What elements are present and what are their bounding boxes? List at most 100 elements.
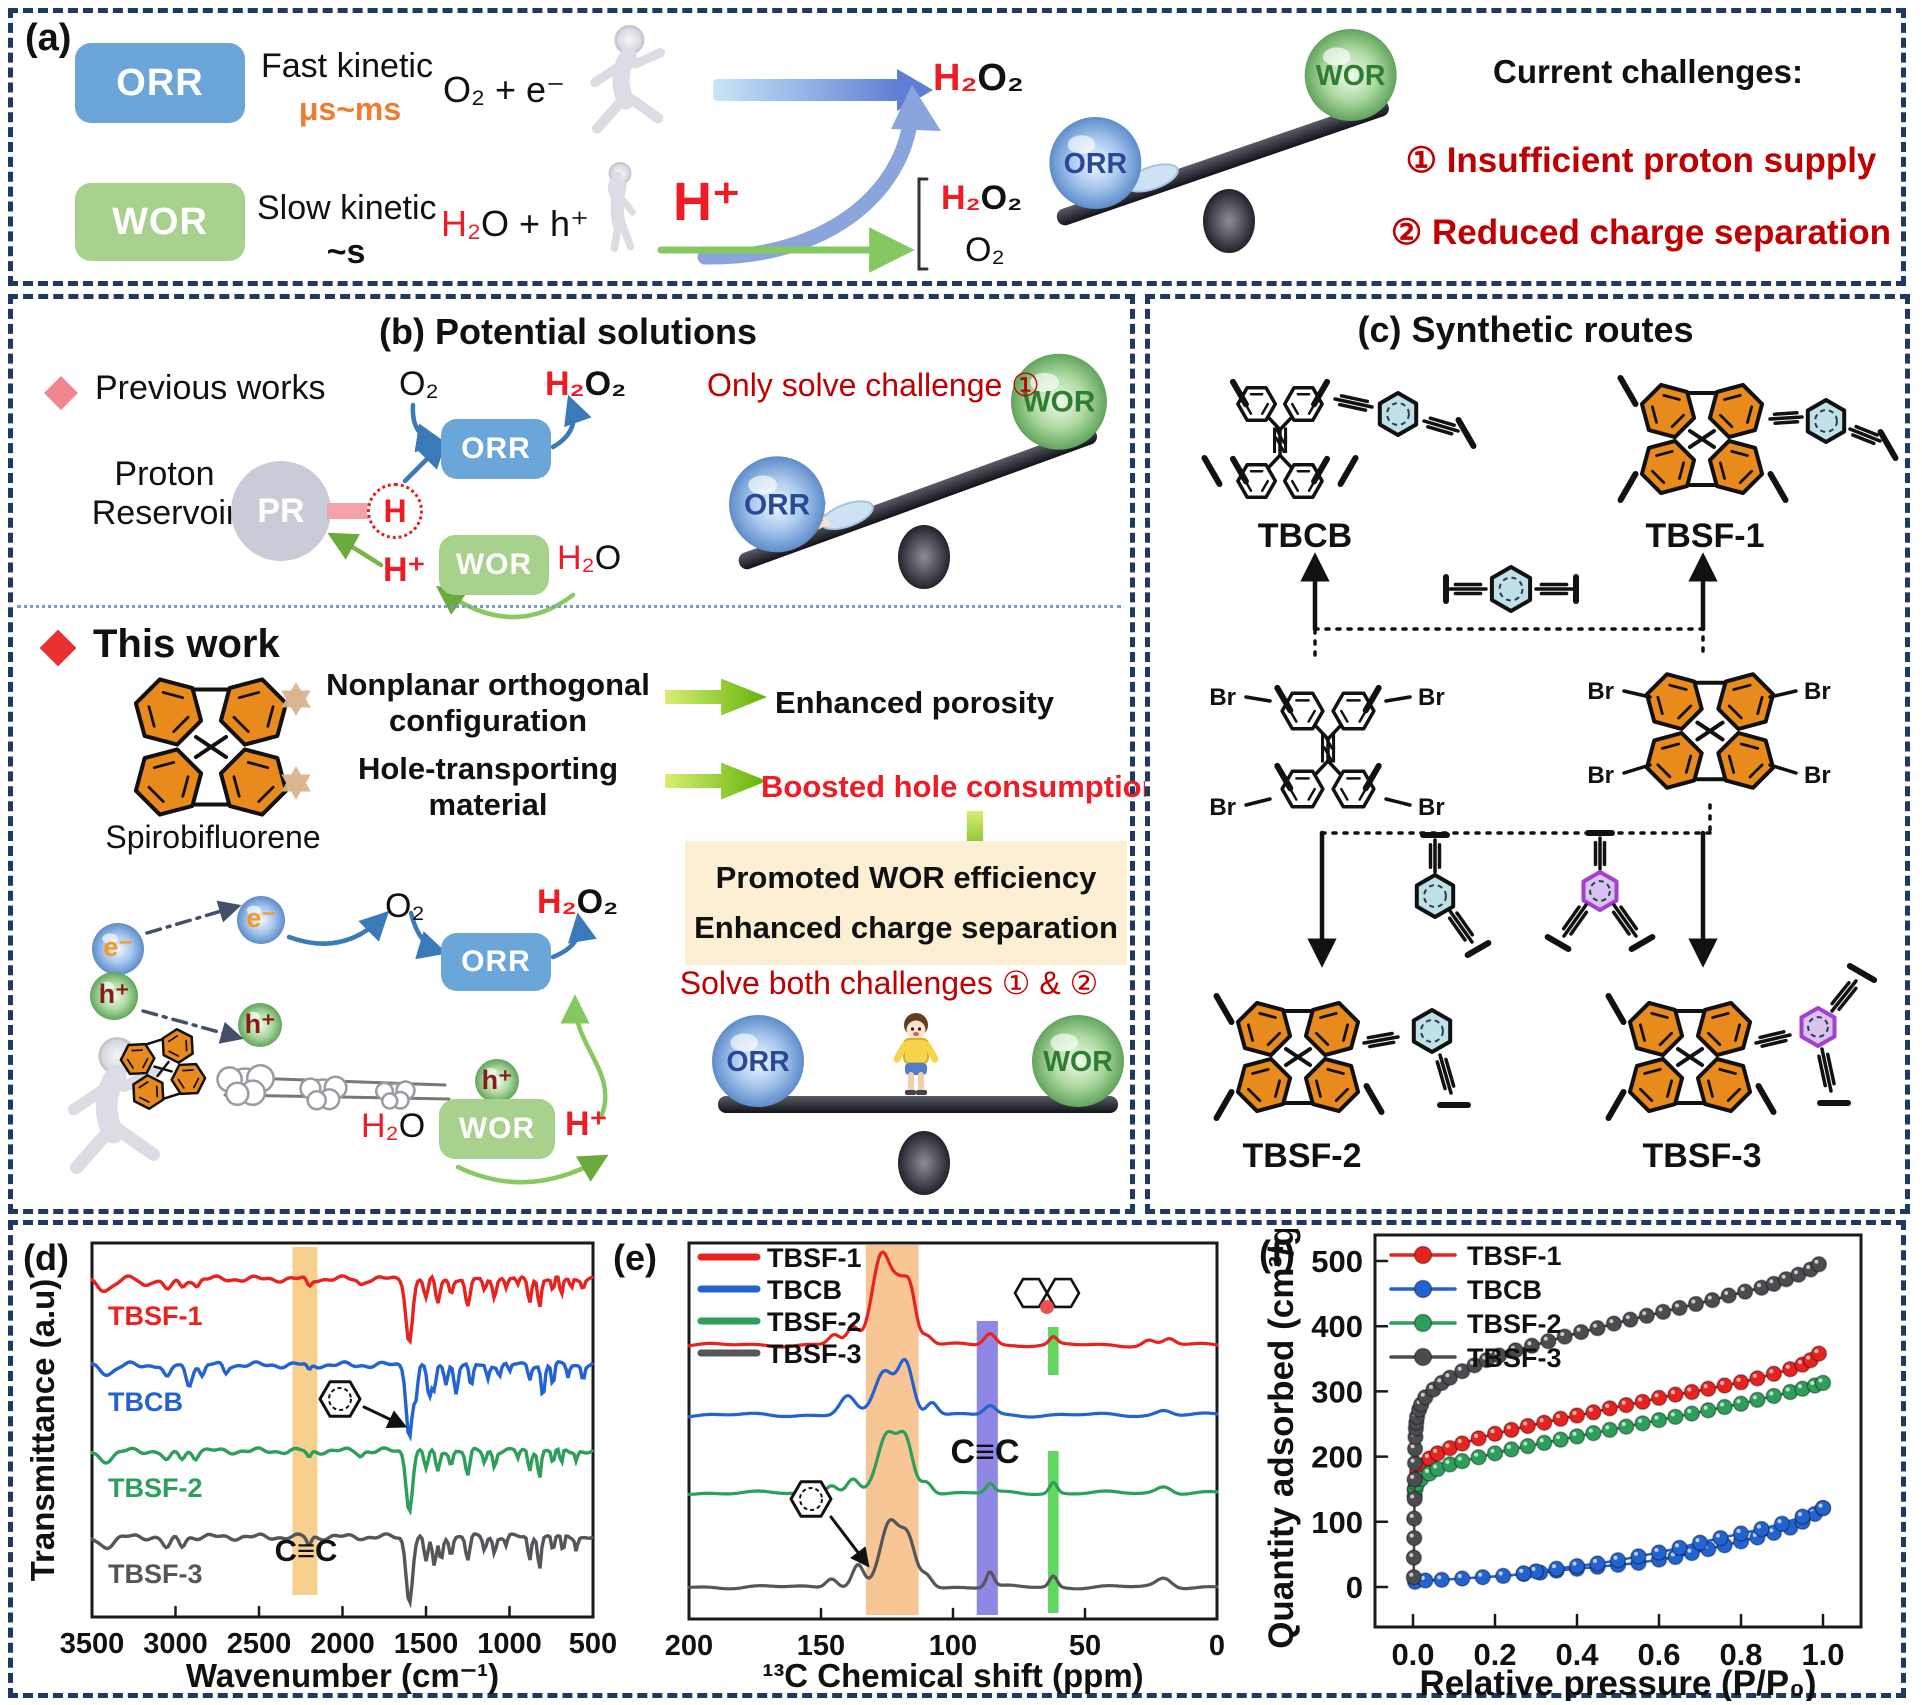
svg-text:TBCB: TBCB: [108, 1387, 183, 1417]
orr-badge-this: ORR: [441, 933, 551, 991]
svg-text:TBSF-2: TBSF-2: [108, 1473, 203, 1503]
hole-ball-label-2: h⁺: [244, 1009, 276, 1039]
svg-text:500: 500: [1311, 1244, 1363, 1279]
proton-label-big: H⁺: [673, 172, 741, 232]
svg-text:C≡C: C≡C: [951, 1433, 1020, 1471]
tbcb-label: TBCB: [1257, 517, 1353, 555]
spirobifluorene-label: Spirobifluorene: [105, 819, 321, 855]
svg-text:Br: Br: [1209, 684, 1236, 711]
orr-reaction: O₂ + e⁻: [443, 69, 566, 110]
solve-both-label: Solve both challenges ① & ②: [679, 965, 1099, 1001]
proton-line2: Reservoir: [91, 494, 238, 532]
svg-text:WOR: WOR: [1316, 60, 1386, 92]
hole-ball-label: h⁺: [98, 979, 130, 1009]
pr-h-bond: [327, 503, 371, 519]
h2o-label-2: H₂O: [361, 1107, 426, 1145]
electron-ball-label: e⁻: [103, 932, 133, 962]
orr-badge-prev: ORR: [441, 419, 551, 479]
section-divider: [17, 605, 1121, 608]
svg-text:Br: Br: [1587, 762, 1614, 789]
svg-text:Br: Br: [1587, 678, 1614, 705]
h2o2-label: H₂O₂: [545, 365, 627, 403]
svg-text:500: 500: [569, 1628, 617, 1660]
stored-proton-node: H: [367, 483, 423, 539]
result-line2: Enhanced charge separation: [694, 910, 1118, 945]
panel-d-tag: (d): [23, 1237, 69, 1278]
svg-text:Relative pressure (P/P₀): Relative pressure (P/P₀): [1419, 1664, 1816, 1701]
svg-text:TBSF-2: TBSF-2: [767, 1307, 862, 1337]
svg-text:TBSF-3: TBSF-3: [108, 1559, 203, 1589]
svg-text:C≡C: C≡C: [275, 1533, 338, 1568]
panel-b-title: (b) Potential solutions: [379, 311, 757, 352]
panel-f-tag: (f): [1259, 1233, 1295, 1274]
wor-badge-this: WOR: [439, 1099, 555, 1159]
hplus-label-2: H⁺: [565, 1105, 608, 1143]
result-line1: Promoted WOR efficiency: [715, 860, 1097, 895]
svg-text:100: 100: [1311, 1505, 1363, 1540]
svg-text:Br: Br: [1209, 794, 1236, 821]
only-solve-label: Only solve challenge ①: [707, 367, 1040, 403]
h2o-prev: H₂O: [557, 539, 622, 577]
nmr-chart: 200 150 100 50 0 ¹³C Chemical shift (ppm) TBSF…: [665, 1241, 1225, 1694]
enhanced-porosity-label: Enhanced porosity: [775, 685, 1055, 720]
svg-text:3000: 3000: [143, 1628, 208, 1660]
wor-reaction: H₂O + h⁺: [441, 203, 590, 244]
svg-text:Br: Br: [1804, 762, 1831, 789]
feature-2: Hole-transporting material: [313, 751, 663, 823]
challenges-title: Current challenges:: [1493, 53, 1803, 90]
panel-e-tag: (e): [613, 1237, 657, 1278]
svg-text:WOR: WOR: [1023, 386, 1096, 419]
svg-text:WOR: WOR: [1043, 1046, 1113, 1078]
svg-text:TBSF-3: TBSF-3: [767, 1339, 862, 1369]
svg-text:200: 200: [665, 1630, 713, 1662]
svg-text:TBSF-1: TBSF-1: [767, 1243, 862, 1273]
svg-text:¹³C Chemical shift (ppm): ¹³C Chemical shift (ppm): [762, 1657, 1143, 1694]
feature1-line2: configuration: [388, 703, 588, 738]
svg-text:200: 200: [1311, 1440, 1363, 1475]
orr-badge: ORR: [75, 43, 245, 123]
h2o2-label-2: H₂O₂: [537, 883, 619, 921]
tbsf1-label: TBSF-1: [1645, 517, 1765, 555]
svg-text:0.0: 0.0: [1391, 1637, 1434, 1672]
svg-text:ORR: ORR: [744, 488, 810, 521]
this-work-label: This work: [93, 622, 280, 666]
svg-text:ORR: ORR: [1064, 148, 1128, 180]
panel-c-structures: NNNNBrBrBrBrBrBrBrBr: [1201, 375, 1899, 1121]
slow-kinetic-label: Slow kinetic: [257, 189, 437, 227]
svg-text:300: 300: [1311, 1374, 1363, 1409]
boosted-label: Boosted hole consumption: [761, 769, 1161, 804]
o2-bracket: O₂: [965, 231, 1005, 269]
proton-line1: Proton: [114, 455, 215, 493]
proton-reservoir-label: Proton Reservoir: [57, 455, 272, 533]
h2o2-bracket: H₂O₂: [941, 179, 1023, 217]
svg-text:Quantity adsorbed (cm³/g): Quantity adsorbed (cm³/g): [1263, 1229, 1301, 1649]
result-box: Promoted WOR efficiency Enhanced charge …: [685, 841, 1127, 965]
fast-time-label: μs~ms: [298, 91, 402, 127]
svg-text:3500: 3500: [60, 1628, 125, 1660]
svg-text:ORR: ORR: [726, 1046, 790, 1078]
svg-text:Wavenumber (cm⁻¹): Wavenumber (cm⁻¹): [186, 1657, 499, 1694]
proton-reservoir-node: PR: [231, 461, 331, 561]
feature1-line1: Nonplanar orthogonal: [326, 667, 650, 702]
tbsf3-label: TBSF-3: [1642, 1137, 1762, 1175]
svg-text:TBSF-3: TBSF-3: [1467, 1343, 1562, 1373]
svg-text:Br: Br: [1418, 684, 1445, 711]
challenge-2: ② Reduced charge separation: [1390, 213, 1892, 252]
svg-text:TBCB: TBCB: [767, 1275, 842, 1305]
svg-text:TBSF-2: TBSF-2: [1467, 1309, 1562, 1339]
feature2-line1: Hole-transporting: [357, 751, 619, 786]
tbsf2-label: TBSF-2: [1242, 1137, 1362, 1175]
panel-c-title: (c) Synthetic routes: [1357, 309, 1694, 350]
svg-text:1.0: 1.0: [1801, 1637, 1844, 1672]
o2-label: O₂: [399, 365, 439, 403]
electron-ball-label-2: e⁻: [246, 903, 276, 933]
panel-a: ORR WOR (a) ORR Fast kinetic μs~ms O₂ + e…: [8, 8, 1906, 286]
previous-works-label: Previous works: [95, 369, 326, 407]
svg-text:Transmittance (a.u): Transmittance (a.u): [28, 1279, 61, 1582]
svg-text:0.2: 0.2: [1473, 1637, 1516, 1672]
panel-b: ORR WOR ORR WOR (b) Potential solutions Pre…: [8, 294, 1161, 1214]
svg-text:1000: 1000: [477, 1628, 542, 1660]
o2-label-2: O₂: [385, 887, 425, 925]
panel-c: NNNNBrBrBrBrBrBrBrBr (c) Synthetic route…: [1145, 294, 1910, 1214]
